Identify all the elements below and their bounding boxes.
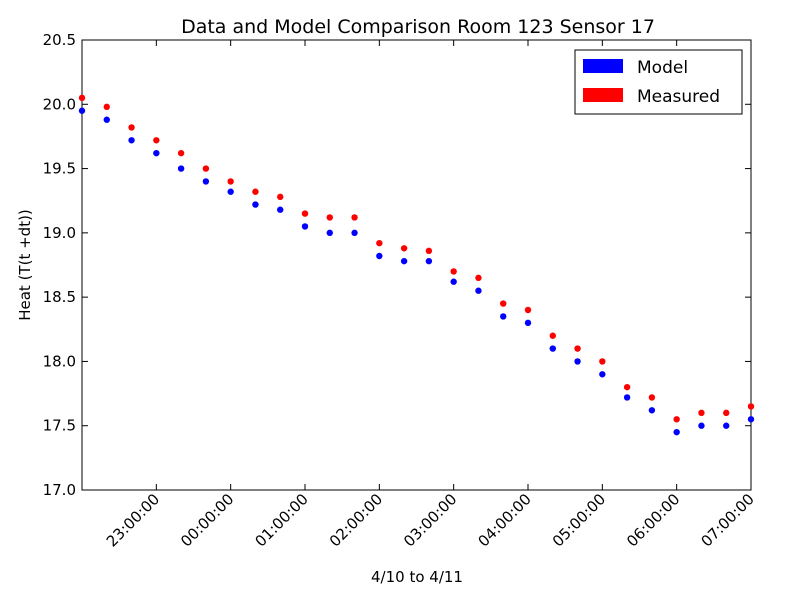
model-point bbox=[698, 422, 705, 429]
x-tick-label: 02:00:00 bbox=[326, 490, 386, 550]
x-tick-label: 23:00:00 bbox=[103, 490, 163, 550]
measured-point bbox=[623, 383, 631, 391]
model-point bbox=[326, 229, 333, 237]
model-point bbox=[425, 257, 433, 265]
x-tick-label: 05:00:00 bbox=[549, 490, 609, 550]
measured-point bbox=[78, 94, 86, 102]
measured-point bbox=[202, 165, 210, 172]
measured-point bbox=[177, 149, 185, 157]
model-point bbox=[277, 206, 284, 213]
legend-label-model: Model bbox=[637, 58, 688, 78]
model-point bbox=[376, 252, 383, 260]
model-point bbox=[524, 319, 532, 327]
model-point bbox=[78, 107, 86, 114]
measured-point bbox=[599, 358, 606, 365]
y-tick-label: 18.0 bbox=[43, 352, 76, 370]
model-point bbox=[723, 422, 730, 429]
model-point bbox=[747, 416, 755, 423]
measured-point bbox=[252, 188, 259, 195]
model-point bbox=[400, 257, 408, 265]
model-point bbox=[673, 428, 680, 436]
plot-area bbox=[81, 39, 752, 491]
model-point bbox=[475, 287, 482, 294]
measured-point bbox=[128, 124, 135, 131]
y-axis-ticks: 17.0 17.5 18.0 18.5 19.0 19.5 20.0 20.5 bbox=[43, 31, 751, 499]
model-point bbox=[128, 137, 135, 144]
model-point bbox=[450, 278, 457, 285]
x-axis-label: 4/10 to 4/11 bbox=[371, 568, 463, 586]
y-tick-label: 20.0 bbox=[43, 95, 76, 113]
measured-point bbox=[500, 300, 507, 307]
x-tick-label: 07:00:00 bbox=[697, 490, 757, 550]
model-point bbox=[227, 188, 234, 195]
y-axis-label: Heat (T(t +dt)) bbox=[16, 209, 34, 321]
measured-point bbox=[425, 247, 433, 255]
legend-swatch-model bbox=[583, 59, 623, 73]
measured-point bbox=[450, 268, 457, 275]
y-tick-label: 20.5 bbox=[43, 31, 76, 49]
model-point bbox=[623, 394, 631, 401]
measured-point bbox=[400, 245, 408, 252]
legend-label-measured: Measured bbox=[637, 87, 720, 107]
measured-point bbox=[277, 193, 284, 201]
measured-point bbox=[723, 409, 730, 417]
measured-point bbox=[103, 103, 110, 111]
x-tick-label: 00:00:00 bbox=[177, 490, 237, 550]
x-tick-label: 06:00:00 bbox=[623, 490, 683, 550]
model-point bbox=[351, 229, 358, 237]
x-tick-label: 03:00:00 bbox=[400, 490, 460, 550]
y-tick-label: 19.0 bbox=[43, 224, 76, 242]
measured-point bbox=[673, 416, 680, 423]
legend-swatch-measured bbox=[583, 88, 623, 102]
measured-point bbox=[698, 409, 705, 417]
measured-point bbox=[326, 214, 333, 221]
model-point bbox=[301, 223, 309, 230]
x-tick-label: 04:00:00 bbox=[474, 490, 534, 550]
chart-title: Data and Model Comparison Room 123 Senso… bbox=[181, 16, 655, 38]
model-point bbox=[599, 371, 606, 378]
y-tick-label: 17.0 bbox=[43, 481, 76, 499]
model-point bbox=[648, 407, 656, 414]
measured-point bbox=[524, 306, 532, 314]
y-tick-label: 17.5 bbox=[43, 417, 76, 435]
y-tick-label: 18.5 bbox=[43, 288, 76, 306]
measured-point bbox=[648, 394, 656, 401]
measured-point bbox=[747, 403, 755, 410]
measured-point bbox=[549, 332, 556, 339]
measured-point bbox=[153, 137, 160, 144]
y-tick-label: 19.5 bbox=[43, 160, 76, 178]
legend: Model Measured bbox=[574, 49, 743, 115]
x-tick-label: 01:00:00 bbox=[251, 490, 311, 550]
model-point bbox=[500, 313, 507, 320]
data-marks bbox=[78, 94, 755, 436]
measured-point bbox=[227, 178, 234, 185]
measured-point bbox=[376, 239, 383, 247]
model-point bbox=[153, 149, 160, 157]
measured-point bbox=[475, 274, 482, 282]
model-point bbox=[177, 165, 185, 172]
measured-point bbox=[301, 210, 309, 217]
measured-point bbox=[574, 345, 581, 352]
model-point bbox=[202, 178, 210, 185]
model-point bbox=[103, 116, 110, 123]
model-point bbox=[252, 201, 259, 208]
model-point bbox=[549, 345, 556, 352]
measured-point bbox=[351, 214, 358, 221]
model-point bbox=[574, 358, 581, 365]
